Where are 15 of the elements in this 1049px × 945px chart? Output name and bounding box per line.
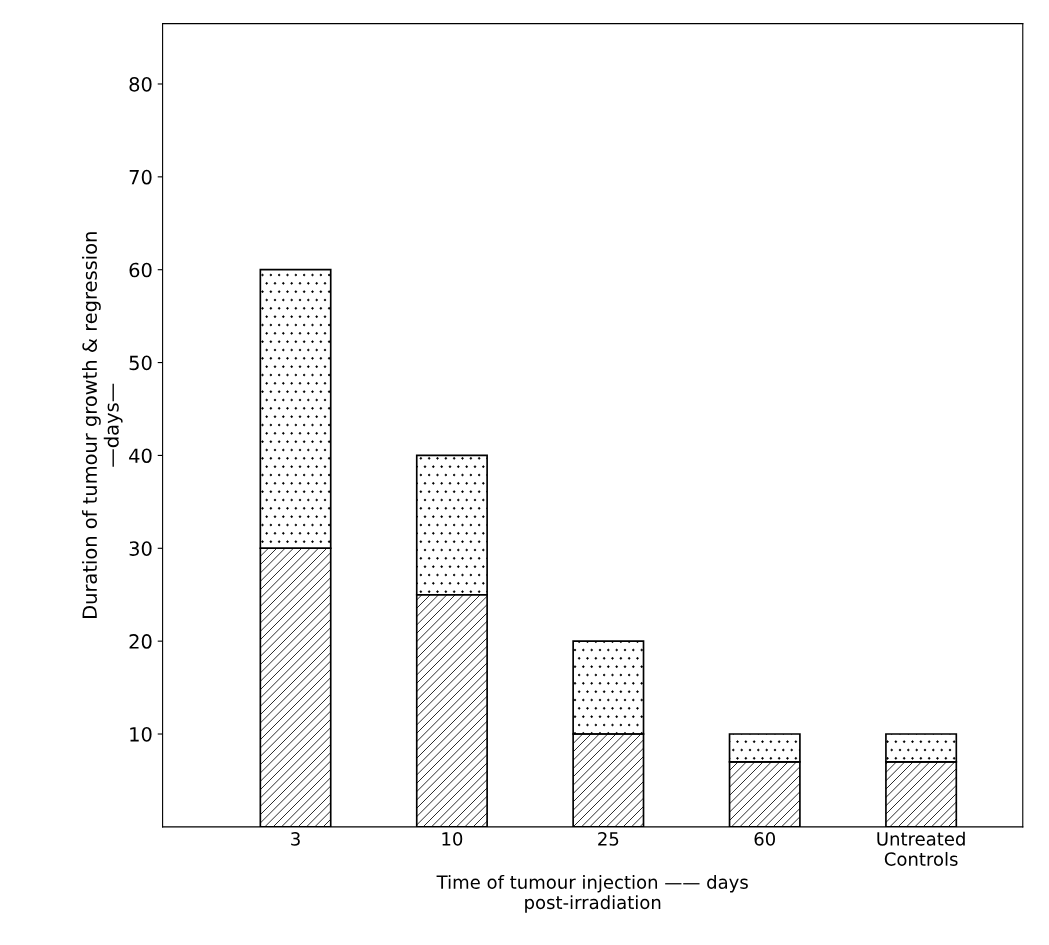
y-tick-label: 50 [129, 355, 152, 371]
x-tick-label: 3 [291, 832, 300, 846]
x-tick-label: 10 [442, 832, 463, 846]
x-axis-title: Time of tumour injection —— days post-irradiation [436, 874, 748, 913]
y-tick-label: 70 [129, 169, 152, 185]
y-tick-label: 10 [130, 726, 152, 742]
y-tick-label: 20 [129, 634, 152, 649]
x-tick-label: Untreated Controls [877, 831, 965, 866]
y-tick-label: 30 [129, 541, 152, 556]
x-tick-label: 60 [754, 832, 776, 846]
y-axis-title: Duration of tumour growth & regression —days— [81, 232, 123, 618]
y-tick-label: 80 [129, 76, 152, 92]
y-tick-label: 40 [129, 448, 152, 464]
y-tick-label: 60 [129, 262, 152, 278]
x-tick-label: 25 [598, 832, 619, 846]
